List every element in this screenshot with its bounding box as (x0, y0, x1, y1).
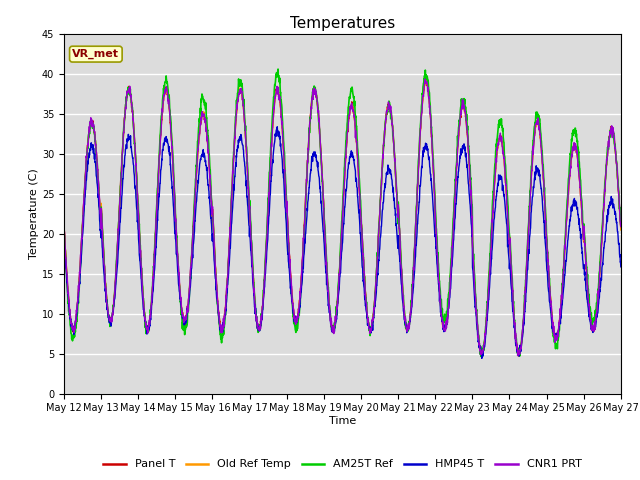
Panel T (422, 77, 429, 83)
Panel T (568, 150, 576, 156)
HMP45 T (584, 300, 591, 305)
Line: Old Ref Temp: Old Ref Temp (64, 80, 621, 356)
AM25T Ref (584, 272, 591, 277)
HMP45 T (617, 264, 625, 270)
Text: VR_met: VR_met (72, 49, 119, 59)
CNR1 PRT (504, 227, 512, 233)
Old Ref Temp (60, 224, 68, 230)
CNR1 PRT (358, 238, 366, 244)
CNR1 PRT (568, 151, 576, 157)
Old Ref Temp (358, 240, 366, 246)
AM25T Ref (568, 136, 576, 142)
Panel T (584, 283, 591, 289)
AM25T Ref (478, 354, 486, 360)
Panel T (60, 222, 68, 228)
Old Ref Temp (422, 77, 429, 83)
AM25T Ref (216, 322, 223, 327)
CNR1 PRT (514, 353, 522, 359)
AM25T Ref (371, 298, 379, 303)
AM25T Ref (359, 245, 367, 251)
Old Ref Temp (371, 300, 378, 306)
Title: Temperatures: Temperatures (290, 16, 395, 31)
CNR1 PRT (617, 224, 625, 229)
Old Ref Temp (477, 353, 485, 359)
AM25T Ref (60, 227, 68, 232)
HMP45 T (60, 233, 68, 239)
Old Ref Temp (505, 228, 513, 234)
X-axis label: Time: Time (329, 416, 356, 426)
Line: HMP45 T: HMP45 T (64, 127, 621, 359)
HMP45 T (478, 356, 486, 361)
CNR1 PRT (216, 316, 223, 322)
Panel T (504, 223, 512, 228)
Line: CNR1 PRT: CNR1 PRT (64, 79, 621, 356)
Panel T (358, 236, 366, 241)
HMP45 T (568, 208, 576, 214)
HMP45 T (505, 252, 513, 258)
HMP45 T (359, 264, 367, 270)
Panel T (371, 300, 378, 305)
HMP45 T (371, 303, 379, 309)
CNR1 PRT (60, 219, 68, 225)
Panel T (617, 226, 625, 231)
AM25T Ref (505, 219, 513, 225)
Panel T (216, 314, 223, 320)
HMP45 T (273, 124, 281, 130)
Legend: Panel T, Old Ref Temp, AM25T Ref, HMP45 T, CNR1 PRT: Panel T, Old Ref Temp, AM25T Ref, HMP45 … (99, 455, 586, 474)
CNR1 PRT (371, 300, 378, 306)
AM25T Ref (274, 66, 282, 72)
Line: AM25T Ref: AM25T Ref (64, 69, 621, 357)
Old Ref Temp (216, 315, 223, 321)
CNR1 PRT (584, 283, 591, 288)
AM25T Ref (617, 222, 625, 228)
Panel T (515, 353, 522, 359)
HMP45 T (216, 320, 223, 325)
Old Ref Temp (617, 227, 625, 233)
Old Ref Temp (568, 151, 576, 156)
Old Ref Temp (584, 284, 591, 290)
Y-axis label: Temperature (C): Temperature (C) (29, 168, 39, 259)
Line: Panel T: Panel T (64, 80, 621, 356)
CNR1 PRT (421, 76, 429, 82)
